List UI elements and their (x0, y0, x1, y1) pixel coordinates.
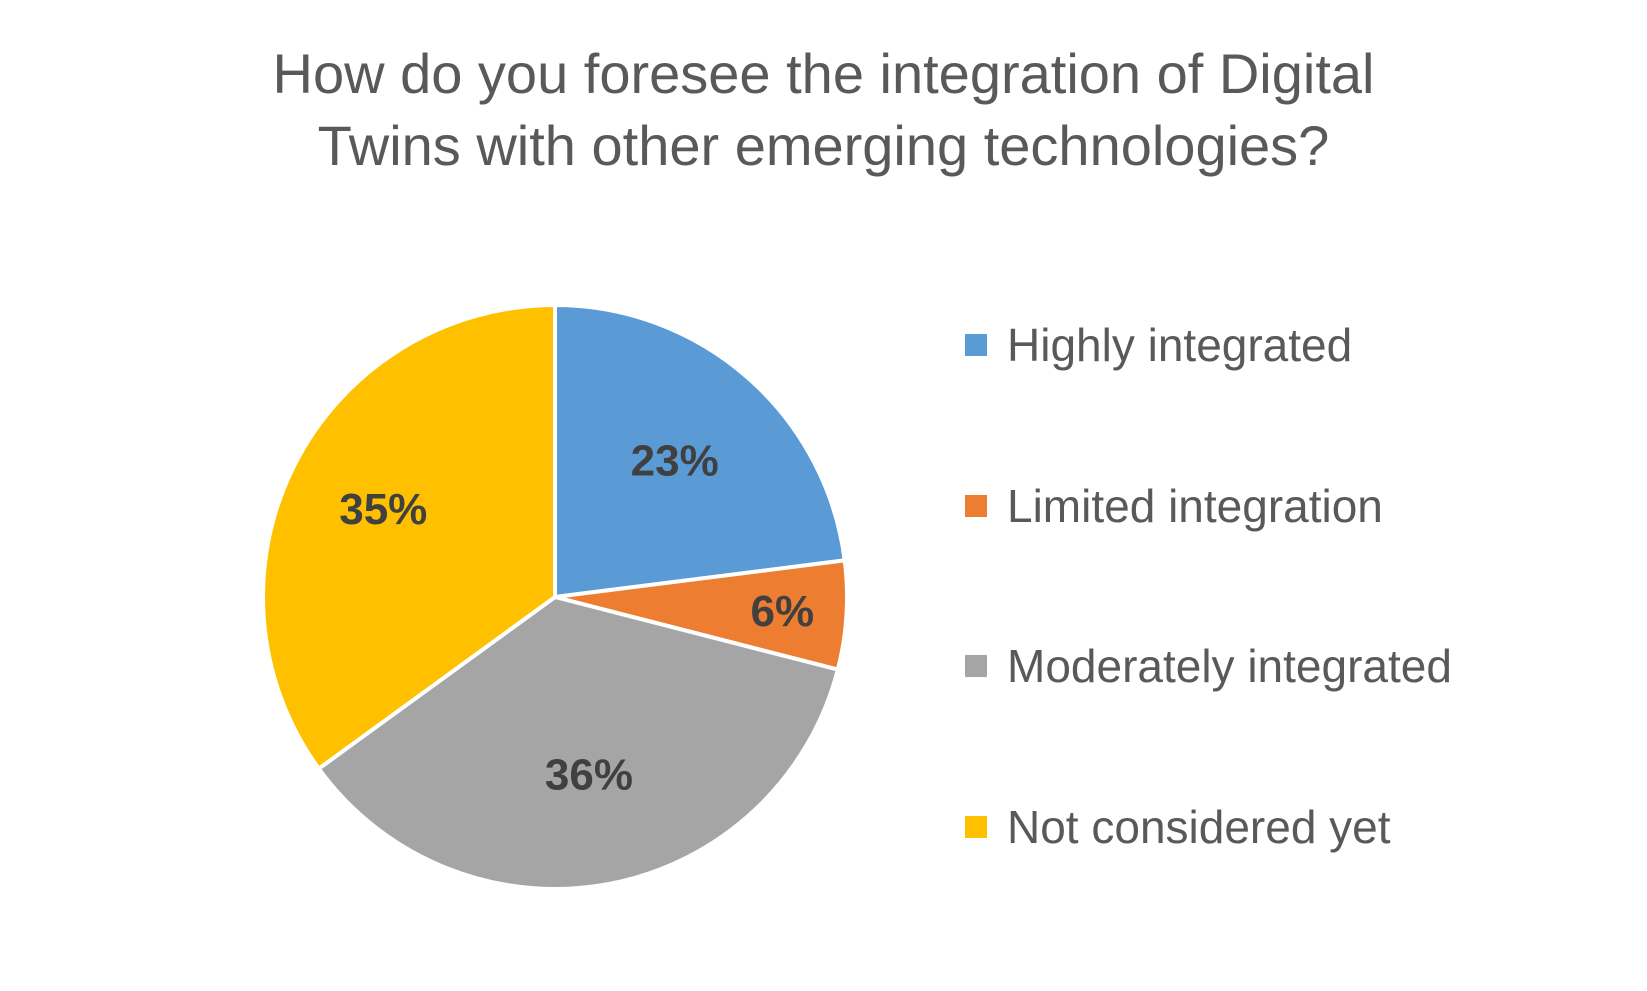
pie-slice-highly-integrated (553, 303, 847, 599)
data-label-limited-integration: 6% (751, 587, 815, 636)
pie-slice-not-considered-yet (261, 303, 557, 771)
chart-title: How do you foresee the integration of Di… (0, 38, 1647, 182)
data-label-moderately-integrated: 36% (545, 750, 633, 799)
legend-label-moderately-integrated: Moderately integrated (1007, 640, 1452, 692)
legend-swatch-not-considered-yet (965, 816, 987, 838)
data-label-highly-integrated: 23% (631, 437, 719, 486)
chart-title-line-2: Twins with other emerging technologies? (317, 114, 1330, 177)
legend-swatch-highly-integrated (965, 334, 987, 356)
pie-slice-moderately-integrated (316, 595, 840, 891)
pie-slices (261, 303, 849, 891)
legend-swatch-moderately-integrated (965, 655, 987, 677)
legend-swatch-limited-integration (965, 495, 987, 517)
legend-label-not-considered-yet: Not considered yet (1007, 801, 1391, 853)
pie-data-labels: 23% 6% 36% 35% (339, 437, 814, 800)
legend-label-limited-integration: Limited integration (1007, 480, 1383, 532)
chart-title-line-1: How do you foresee the integration of Di… (272, 42, 1375, 105)
legend-label-highly-integrated: Highly integrated (1007, 319, 1353, 371)
data-label-not-considered-yet: 35% (339, 485, 427, 534)
